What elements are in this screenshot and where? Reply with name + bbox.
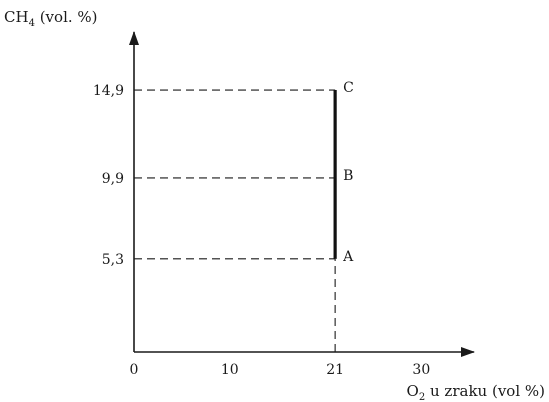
y-tick-label: 5,3	[102, 252, 124, 268]
y-axis-title: CH4 (vol. %)	[4, 8, 98, 29]
x-axis-title: O2 u zraku (vol %)	[407, 382, 545, 402]
x-axis-title-suffix: u zraku (vol %)	[425, 382, 545, 400]
x-tick-label: 10	[221, 362, 239, 378]
y-axis-title-prefix: CH	[4, 8, 29, 26]
y-axis-title-subscript: 4	[29, 18, 35, 29]
x-tick-label: 0	[130, 362, 139, 378]
point-label-a: A	[342, 249, 354, 265]
x-axis-title-prefix: O	[407, 382, 419, 400]
y-axis-title-suffix: (vol. %)	[35, 8, 98, 26]
point-label-c: C	[343, 80, 354, 96]
y-tick-label: 9,9	[102, 171, 124, 187]
x-tick-label: 30	[412, 362, 430, 378]
y-tick-label: 14,9	[93, 83, 124, 99]
x-axis-title-subscript: 2	[419, 392, 425, 402]
x-tick-label: 21	[326, 362, 344, 378]
point-label-b: B	[343, 168, 353, 184]
plot-area: 0 10 21 30 5,3 9,9 14,9 A B C	[93, 31, 475, 378]
